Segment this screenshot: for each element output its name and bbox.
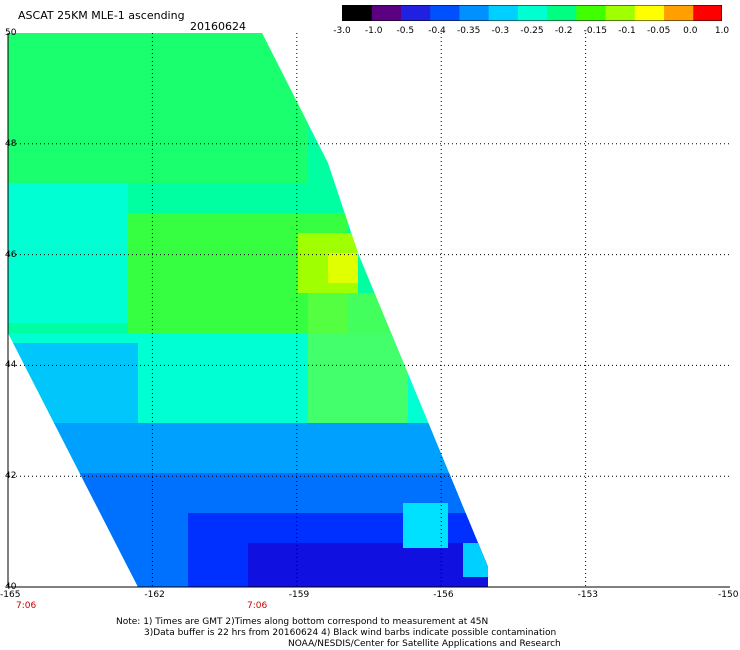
y-tick-label: 42 [5,471,17,482]
colorbar-label: -1.0 [364,26,383,36]
colorbar-label: -0.5 [396,26,415,36]
colorbar-segment [429,5,460,21]
x-tick-label: -159 [288,590,310,600]
colorbar-label: -0.4 [428,26,446,36]
colorbar-segment [575,5,606,21]
x-tick-label: -153 [577,590,599,600]
note-line-3: NOAA/NESDIS/Center for Satellite Applica… [288,639,561,649]
colorbar-segment [400,5,431,21]
colorbar-segment [634,5,665,21]
colorbar-label: -0.15 [583,26,607,36]
colorbar-label: -3.0 [333,26,351,36]
x-tick-label: -165 [0,590,21,600]
colorbar-segment [488,5,518,21]
swath-data [8,33,488,587]
colorbar-label: -0.05 [647,26,671,36]
map-plot [7,33,730,588]
colorbar-segment [371,5,401,21]
colorbar-segment [663,5,694,21]
colorbar-label: 1.0 [714,26,730,36]
time-label: 7:06 [16,601,37,611]
colorbar-segment [546,5,577,21]
y-tick-label: 48 [5,138,17,149]
colorbar-segment [458,5,489,21]
colorbar-label: -0.25 [520,26,544,36]
y-tick-label: 50 [5,28,17,38]
colorbar [342,5,722,21]
colorbar-segment [517,5,548,21]
colorbar-label: -0.35 [457,26,481,36]
map-date: 20160624 [190,20,246,33]
y-tick-label: 44 [5,360,17,371]
x-tick-label: -162 [144,590,165,600]
colorbar-label: 0.0 [683,26,698,36]
x-tick-label: -150 [718,590,739,600]
colorbar-label: -0.1 [618,26,636,36]
note-line-1: Note: 1) Times are GMT 2)Times along bot… [116,617,489,627]
y-tick-label: 46 [5,249,17,260]
time-label: 7:06 [247,601,268,611]
colorbar-label: -0.3 [491,26,510,36]
map-title: ASCAT 25KM MLE-1 ascending [18,9,185,22]
colorbar-segment [605,5,635,21]
x-tick-label: -156 [433,590,454,600]
note-line-2: 3)Data buffer is 22 hrs from 20160624 4)… [144,628,557,638]
colorbar-label: -0.2 [554,26,573,36]
y-tick-label: 40 [5,582,17,592]
colorbar-segment [692,5,722,21]
graticule [8,33,730,587]
colorbar-segment [342,5,372,21]
